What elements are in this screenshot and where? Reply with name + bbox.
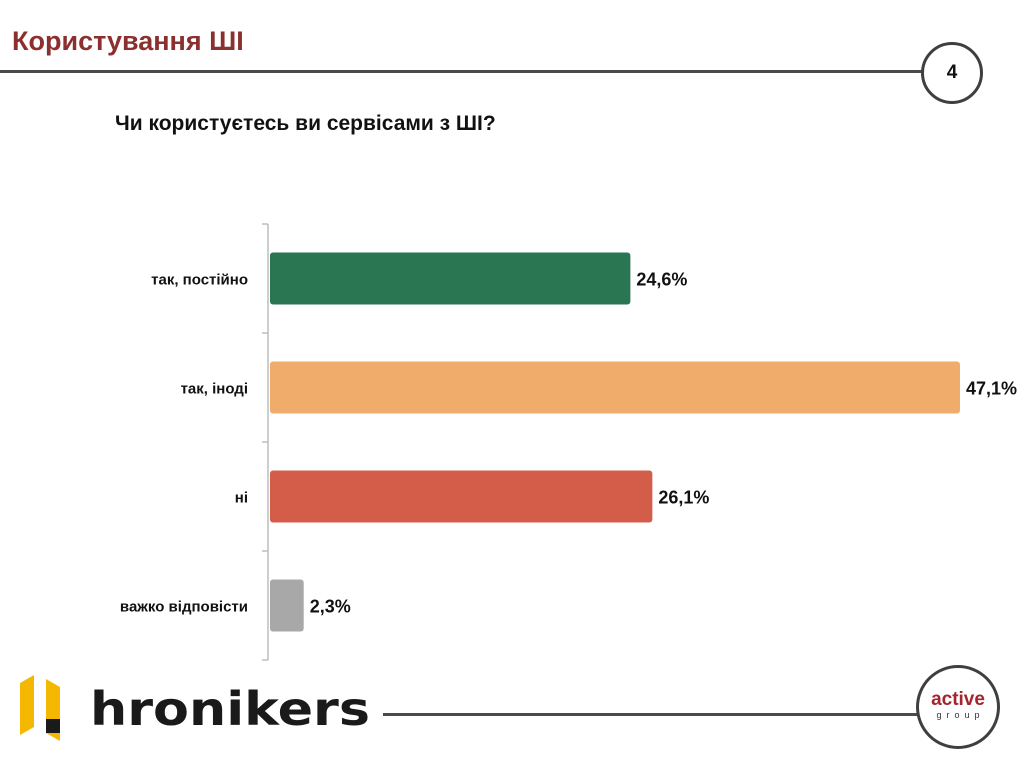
header-divider: [0, 70, 922, 73]
bar: [270, 579, 304, 632]
hronikers-logo-mark-icon: [20, 675, 60, 741]
data-label: 47,1%: [966, 379, 1017, 399]
active-group-logo-sub: group: [936, 710, 985, 720]
data-label: 2,3%: [310, 597, 351, 617]
bar: [270, 470, 653, 523]
hronikers-logo-text: hronikers: [90, 682, 370, 736]
data-label: 26,1%: [658, 488, 709, 508]
active-group-logo-word: active: [931, 689, 985, 710]
page-number-badge: 4: [921, 42, 983, 104]
active-group-logo: active group: [916, 665, 1000, 749]
bar-chart: так, постійно 24,6% так, іноді 47,1% ні 26,1%…: [120, 223, 1017, 661]
category-label: так, постійно: [151, 272, 248, 289]
survey-question: Чи користуєтесь ви сервісами з ШІ?: [115, 112, 496, 135]
hronikers-logo: hronikers: [20, 675, 370, 741]
footer-divider: [383, 713, 920, 716]
category-label: ні: [235, 490, 248, 507]
bar: [270, 252, 631, 305]
page-title: Користування ШІ: [12, 26, 244, 56]
bar: [270, 361, 960, 414]
category-label: важко відповісти: [120, 599, 248, 616]
category-label: так, іноді: [181, 381, 248, 398]
data-label: 24,6%: [636, 270, 687, 290]
